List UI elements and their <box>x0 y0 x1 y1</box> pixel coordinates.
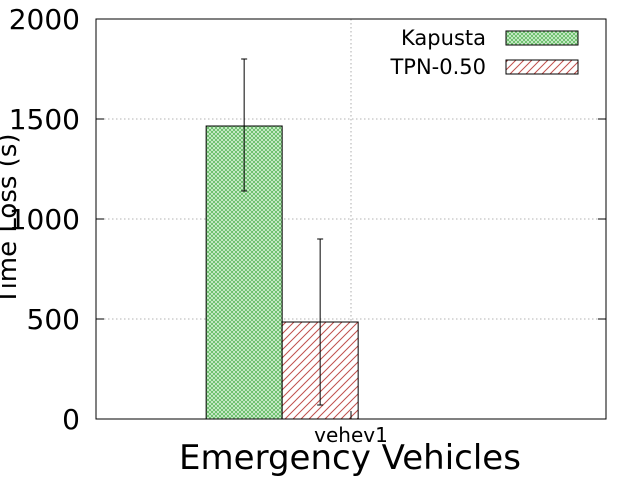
legend-label: TPN-0.50 <box>389 55 486 79</box>
error-bars <box>241 58 324 406</box>
legend-swatch <box>505 59 579 75</box>
y-ticks: 0 500 1000 1500 2000 <box>9 3 606 436</box>
y-tick-label: 1500 <box>9 103 80 136</box>
x-tick-label: vehev1 <box>314 423 388 447</box>
y-tick-label: 500 <box>27 303 80 336</box>
bars <box>205 125 359 420</box>
y-axis-title: Time Loss (s) <box>0 133 23 305</box>
x-ticks: vehev1 <box>314 411 388 447</box>
y-tick-label: 0 <box>62 403 80 436</box>
y-tick-label: 1000 <box>9 203 80 236</box>
legend-swatch <box>505 30 579 46</box>
legend: Kapusta TPN-0.50 <box>389 26 579 79</box>
x-axis-title: Emergency Vehicles <box>179 438 521 478</box>
legend-label: Kapusta <box>401 26 486 50</box>
y-tick-label: 2000 <box>9 3 80 36</box>
